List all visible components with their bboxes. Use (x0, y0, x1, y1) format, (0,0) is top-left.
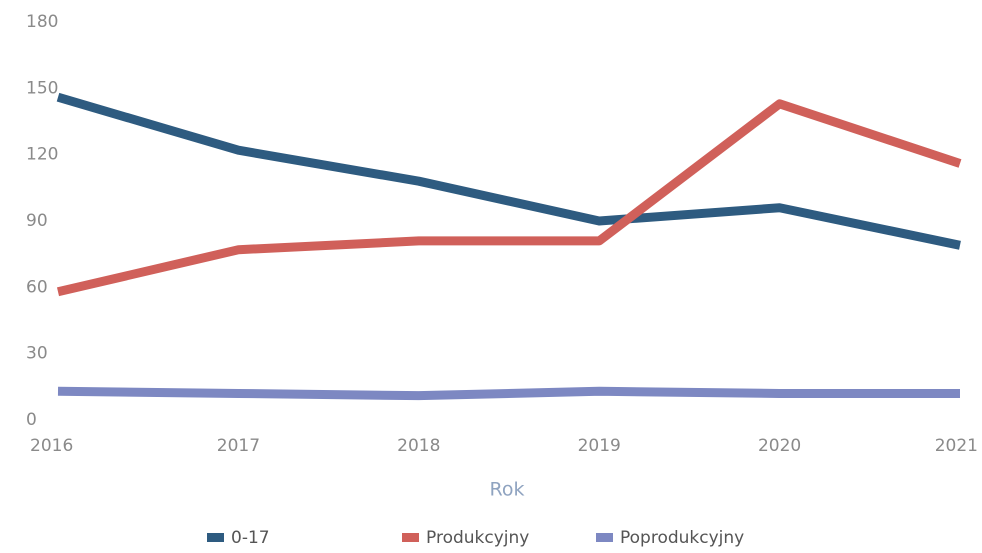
series-line (56, 92, 961, 250)
legend-label: Produkcyjny (426, 528, 529, 548)
legend-label: 0-17 (231, 528, 270, 548)
x-tick-label: 2021 (935, 436, 978, 456)
legend-swatch (207, 533, 224, 542)
legend-swatch (402, 533, 419, 542)
legend-label: Poprodukcyjny (620, 528, 744, 548)
series-line (56, 99, 962, 297)
y-tick-label: 120 (26, 145, 58, 165)
x-tick-label: 2017 (217, 436, 260, 456)
legend-swatch (596, 533, 613, 542)
series-line (57, 386, 960, 401)
x-tick-label: 2019 (578, 436, 621, 456)
y-tick-label: 150 (26, 78, 58, 98)
x-tick-label: 2016 (30, 436, 73, 456)
y-tick-label: 90 (26, 211, 48, 231)
y-tick-label: 180 (26, 12, 58, 32)
y-tick-label: 60 (26, 277, 48, 297)
x-tick-label: 2018 (397, 436, 440, 456)
y-tick-label: 0 (26, 410, 37, 430)
y-tick-label: 30 (26, 344, 48, 364)
x-axis-label: Rok (490, 479, 525, 501)
x-tick-label: 2020 (758, 436, 801, 456)
